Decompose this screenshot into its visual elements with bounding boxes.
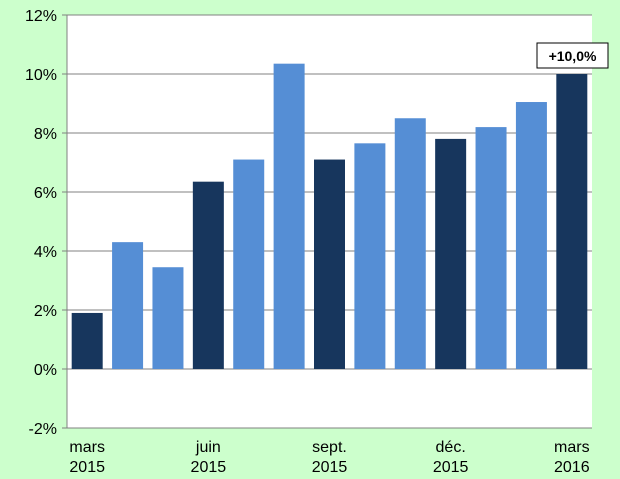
- x-tick-label: mars: [69, 439, 105, 456]
- x-tick-label: 2015: [69, 459, 105, 476]
- bar: [475, 127, 507, 369]
- bar: [515, 102, 547, 370]
- bar: [354, 143, 386, 369]
- annotation-label: +10,0%: [549, 48, 597, 64]
- x-tick-labels: mars 2015 juin 2015 sept. 2015 déc. 2015 mars 201…: [69, 439, 589, 476]
- x-tick-label: déc.: [436, 439, 466, 456]
- bar: [314, 159, 345, 369]
- x-tick-label: mars: [554, 439, 590, 456]
- bar: [556, 74, 588, 369]
- bar: [192, 181, 224, 369]
- x-tick-label: juin: [195, 439, 221, 456]
- x-tick-label: 2015: [191, 459, 227, 476]
- y-tick-label: 8%: [34, 126, 57, 143]
- bar: [152, 267, 184, 369]
- x-tick-label: 2015: [433, 459, 469, 476]
- bar: [71, 312, 103, 369]
- y-tick-label: -2%: [29, 421, 57, 438]
- y-tick-label: 6%: [34, 185, 57, 202]
- y-tick-label: 10%: [25, 67, 57, 84]
- x-tick-label: sept.: [312, 439, 347, 456]
- y-tick-label: 2%: [34, 303, 57, 320]
- bar: [233, 159, 265, 369]
- annotation: +10,0%: [536, 42, 609, 69]
- annotation-box: [536, 42, 609, 69]
- y-tick-label: 4%: [34, 244, 57, 261]
- bar: [394, 118, 426, 369]
- axes: [62, 14, 592, 429]
- x-tick-label: 2016: [554, 459, 590, 476]
- bar: [273, 63, 305, 370]
- bars: [71, 63, 588, 370]
- y-tick-label: 12%: [25, 8, 57, 25]
- y-tick-label: 0%: [34, 362, 57, 379]
- bar: [435, 138, 467, 369]
- y-tick-labels: -2% 0% 2% 4% 6% 8% 10% 12%: [25, 8, 57, 438]
- x-tick-label: 2015: [312, 459, 348, 476]
- bar: [112, 242, 144, 369]
